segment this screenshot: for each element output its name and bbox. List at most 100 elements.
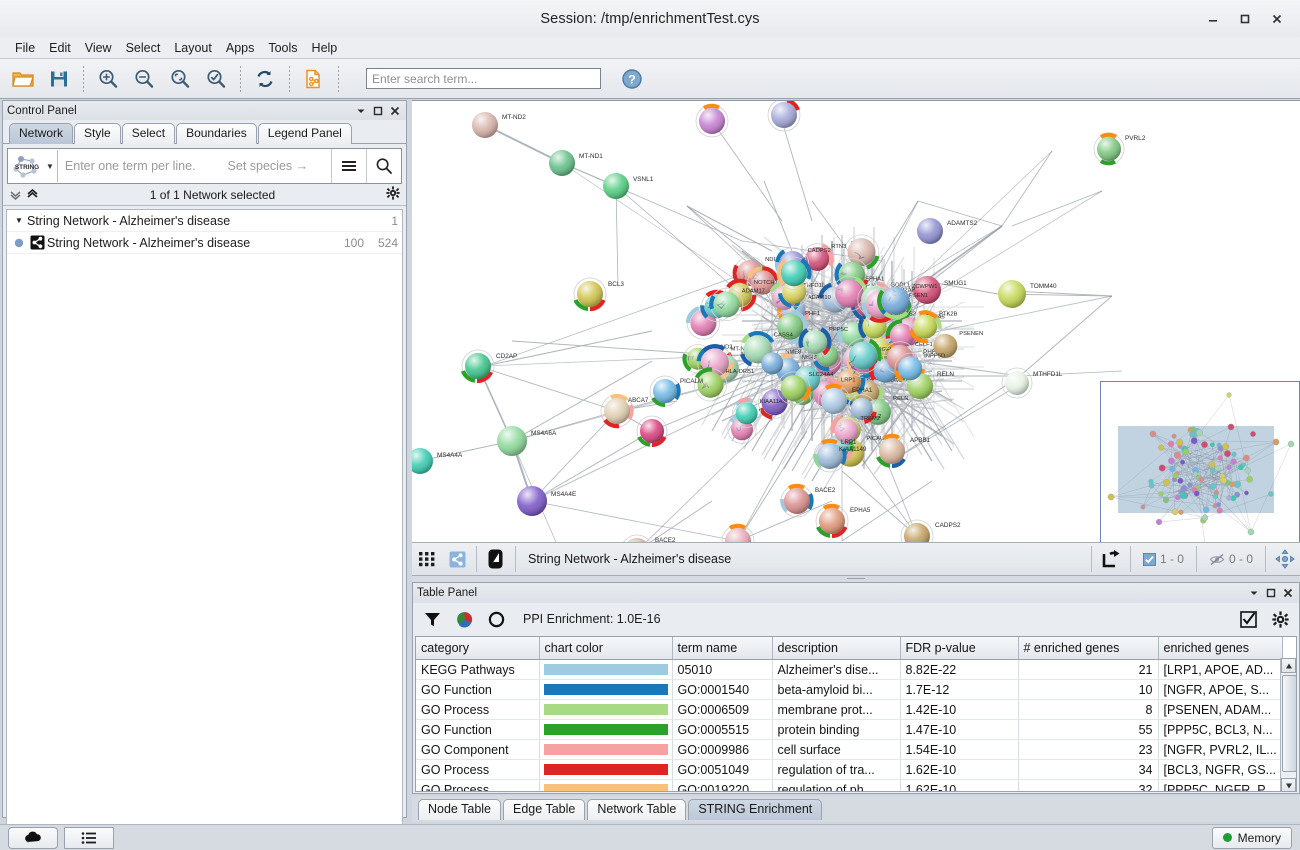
help-icon[interactable]: ? (619, 66, 645, 92)
network-list-item[interactable]: String Network - Alzheimer's disease 100… (7, 232, 402, 254)
list-icon[interactable] (64, 826, 114, 849)
tab-edge-table[interactable]: Edge Table (503, 799, 586, 820)
col-fdr-pvalue[interactable]: FDR p-value (900, 637, 1019, 660)
refresh-icon[interactable] (248, 63, 282, 95)
float-panel-icon[interactable] (371, 104, 385, 118)
checkbox-icon[interactable] (1237, 607, 1259, 631)
zoom-fit-icon[interactable] (163, 63, 197, 95)
donut-chart-icon[interactable] (485, 607, 507, 631)
network-node[interactable]: PTK2B (909, 310, 958, 344)
export-image-icon[interactable] (1096, 544, 1126, 574)
cloud-icon[interactable] (8, 826, 58, 849)
chevron-down-icon[interactable] (354, 104, 368, 118)
string-term-input[interactable]: Enter one term per line. Set species → (58, 159, 331, 173)
enrichment-table[interactable]: category chart color term name descripti… (415, 636, 1297, 792)
maximize-icon[interactable] (1230, 6, 1260, 32)
network-graph[interactable]: MT-ND2 MT-ND1 VSNL1 CD2 (412, 101, 1300, 576)
search-icon[interactable] (366, 149, 401, 183)
scroll-down-arrow-icon[interactable] (1281, 778, 1296, 791)
network-view-canvas[interactable]: MT-ND2 MT-ND1 VSNL1 CD2 (412, 100, 1300, 576)
col-enriched-genes[interactable]: enriched genes (1158, 637, 1283, 660)
network-node[interactable] (777, 276, 810, 308)
menu-tools[interactable]: Tools (268, 40, 298, 55)
menu-view[interactable]: View (84, 40, 112, 55)
zoom-out-icon[interactable] (127, 63, 161, 95)
species-dropdown-caret-icon[interactable]: ▼ (46, 161, 54, 171)
open-folder-icon[interactable] (6, 63, 40, 95)
menu-file[interactable]: File (15, 40, 36, 55)
menu-edit[interactable]: Edit (49, 40, 71, 55)
hamburger-icon[interactable] (331, 149, 366, 183)
close-icon[interactable] (1262, 6, 1292, 32)
tab-string-enrichment[interactable]: STRING Enrichment (688, 799, 823, 820)
menu-select[interactable]: Select (125, 40, 161, 55)
export-network-icon[interactable] (297, 63, 331, 95)
memory-indicator[interactable]: Memory (1211, 826, 1292, 849)
menu-layout[interactable]: Layout (174, 40, 212, 55)
network-node[interactable]: ZCWPW1 (877, 283, 938, 320)
col-chart-color[interactable]: chart color (539, 637, 673, 660)
network-node[interactable]: PPP5C (798, 326, 848, 358)
search-input[interactable]: Enter search term... (366, 68, 601, 89)
col-description[interactable]: description (772, 637, 901, 660)
table-row[interactable]: GO Function GO:0005515 protein binding 1.47… (416, 719, 1283, 740)
minimize-icon[interactable] (1198, 6, 1228, 32)
annotation-icon[interactable] (481, 544, 511, 574)
scrollbar-thumb[interactable] (1282, 675, 1296, 772)
tab-legend-panel[interactable]: Legend Panel (257, 123, 352, 144)
network-node[interactable]: PSENEN (933, 331, 983, 358)
col-term-name[interactable]: term name (672, 637, 773, 660)
network-node[interactable]: CASS4 (740, 330, 794, 368)
scroll-up-arrow-icon[interactable] (1281, 658, 1296, 673)
network-node[interactable]: TREM2 (834, 416, 880, 444)
network-node[interactable]: ADAM17 (709, 287, 765, 321)
menu-help[interactable]: Help (311, 40, 338, 55)
float-panel-icon[interactable] (1264, 586, 1278, 600)
zoom-selected-icon[interactable] (199, 63, 233, 95)
save-icon[interactable] (42, 63, 76, 95)
col-category[interactable]: category (416, 637, 540, 660)
collapse-expand-icons[interactable] (9, 188, 39, 201)
table-vertical-scrollbar[interactable] (1280, 658, 1296, 791)
tab-network[interactable]: Network (9, 123, 74, 144)
network-node[interactable]: KIAA1149 (732, 397, 785, 428)
network-node[interactable]: HLA-DRB1 (693, 367, 754, 402)
col-enriched-count[interactable]: # enriched genes (1018, 637, 1159, 660)
table-row[interactable]: GO Function GO:0001540 beta-amyloid bi... 1… (416, 679, 1283, 700)
network-node[interactable]: INPP5D (893, 352, 945, 384)
network-node[interactable] (845, 338, 882, 374)
gear-icon[interactable] (1269, 607, 1291, 631)
network-list-root-row[interactable]: ▼ String Network - Alzheimer's disease 1 (7, 210, 402, 232)
table-row[interactable]: KEGG Pathways 05010 Alzheimer's dise... 8.8… (416, 659, 1283, 680)
hidden-nodes-indicator[interactable]: 0 - 0 (1201, 552, 1261, 566)
close-panel-icon[interactable] (1281, 586, 1295, 600)
network-node[interactable]: SLC24A4 (777, 371, 834, 405)
network-node[interactable] (776, 256, 812, 290)
tab-node-table[interactable]: Node Table (418, 799, 502, 820)
zoom-in-icon[interactable] (91, 63, 125, 95)
gear-icon[interactable] (386, 186, 400, 203)
table-row[interactable]: GO Process GO:0006509 membrane prot... 1.42… (416, 699, 1283, 720)
network-node[interactable]: APH1A (747, 266, 796, 299)
table-row[interactable]: GO Component GO:0009986 cell surface 1.54E-… (416, 739, 1283, 760)
network-node[interactable] (758, 385, 792, 420)
table-row[interactable]: GO Process GO:0019220 regulation of ph... 1… (416, 779, 1283, 791)
selected-nodes-indicator[interactable]: 1 - 0 (1135, 552, 1192, 566)
chevron-down-icon[interactable] (1247, 586, 1261, 600)
set-species-link[interactable]: Set species → (227, 159, 309, 173)
filter-icon[interactable] (421, 607, 443, 631)
network-node[interactable] (847, 394, 877, 424)
close-panel-icon[interactable] (388, 104, 402, 118)
pie-chart-icon[interactable] (453, 607, 475, 631)
tab-network-table[interactable]: Network Table (587, 799, 687, 820)
network-node[interactable]: NME8 (761, 349, 801, 375)
share-network-icon[interactable] (442, 544, 472, 574)
grid-layout-icon[interactable] (412, 544, 442, 574)
tab-boundaries[interactable]: Boundaries (176, 123, 257, 144)
table-row[interactable]: GO Process GO:0051049 regulation of tra...… (416, 759, 1283, 780)
expand-triangle-icon[interactable]: ▼ (15, 216, 23, 225)
string-logo-icon[interactable]: STRING (8, 149, 46, 183)
pan-tool-icon[interactable] (1270, 544, 1300, 574)
tab-select[interactable]: Select (121, 123, 176, 144)
menu-apps[interactable]: Apps (225, 40, 255, 55)
